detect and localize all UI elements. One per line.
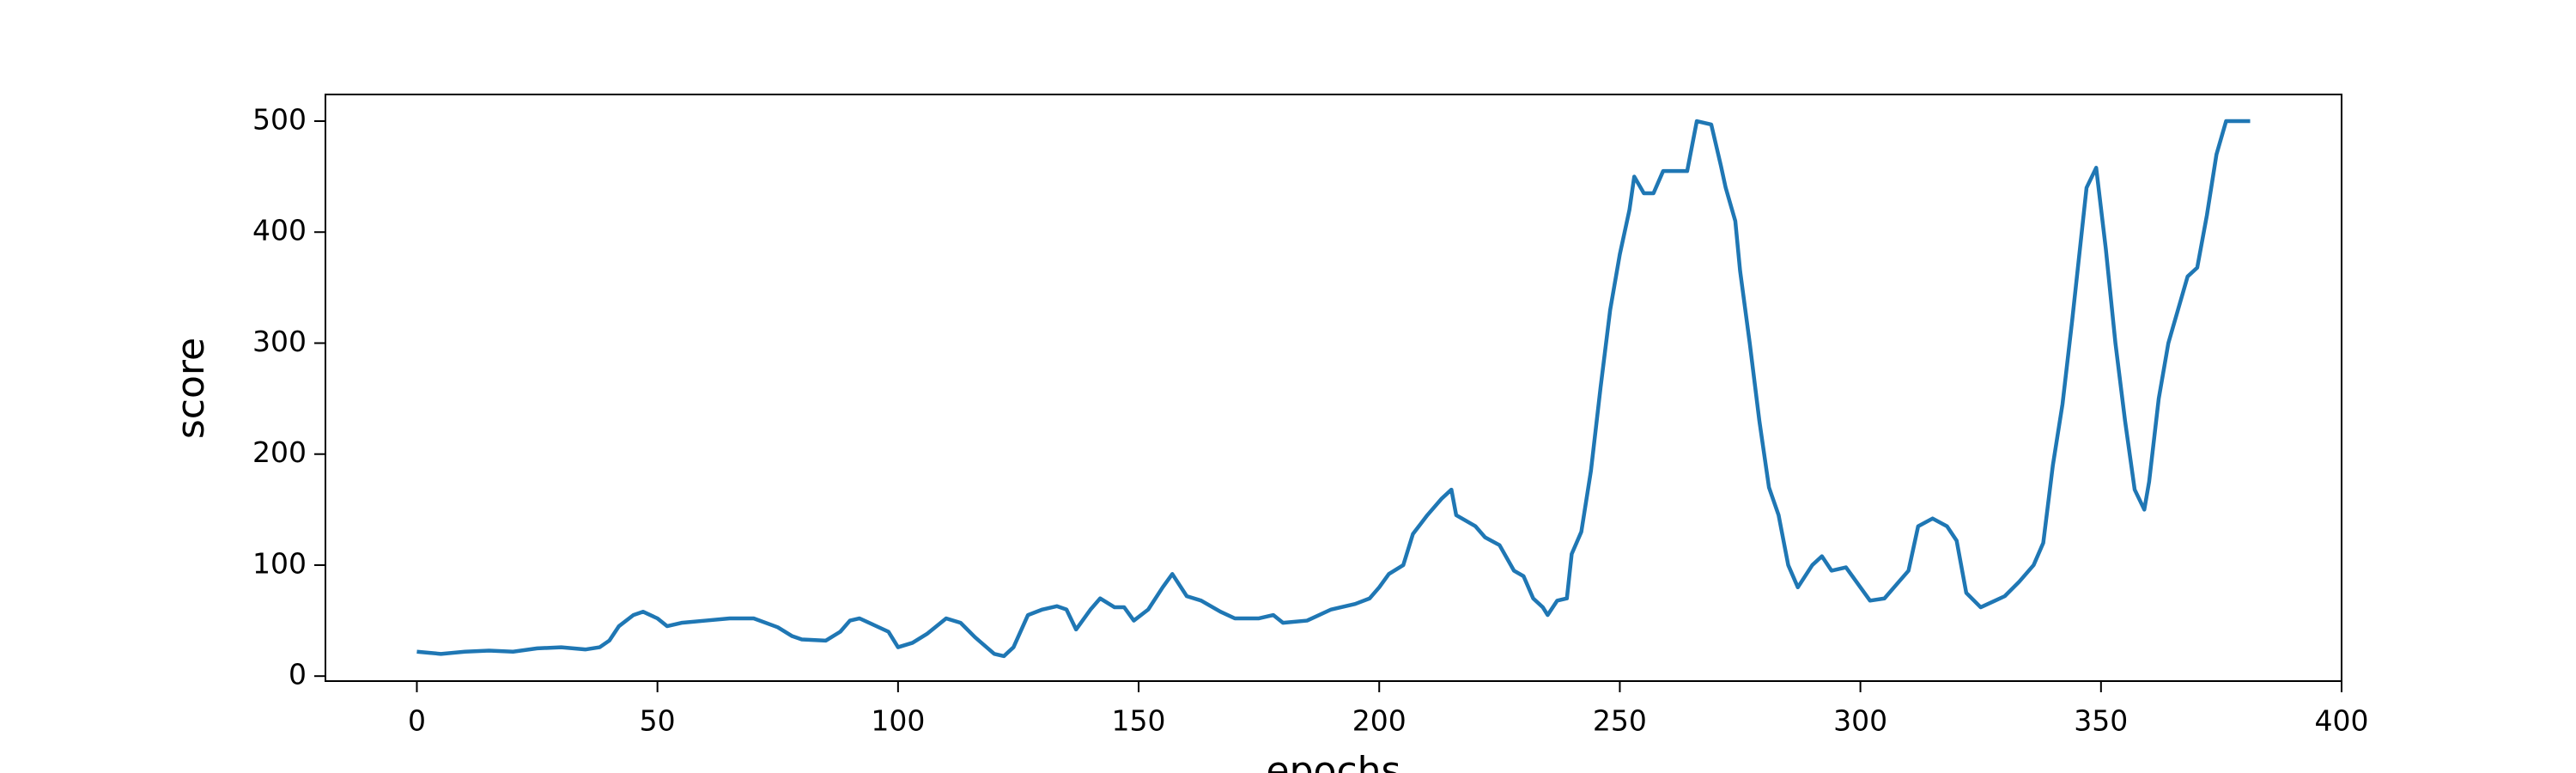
x-axis-label: epochs	[1267, 749, 1401, 773]
x-tick-label: 350	[2074, 704, 2128, 738]
x-tick-label: 50	[640, 704, 676, 738]
y-tick-label: 100	[252, 546, 307, 580]
y-tick-label: 200	[252, 435, 307, 469]
x-tick-label: 200	[1352, 704, 1406, 738]
y-tick-label: 400	[252, 214, 307, 247]
y-tick-label: 0	[289, 658, 307, 691]
x-tick-label: 250	[1593, 704, 1647, 738]
y-tick-label: 500	[252, 103, 307, 137]
plot-frame	[325, 94, 2342, 682]
x-tick-label: 100	[871, 704, 925, 738]
line-series	[416, 119, 2251, 659]
x-tick-label: 150	[1112, 704, 1166, 738]
x-tick-label: 0	[408, 704, 426, 738]
y-axis-label: score	[169, 338, 213, 439]
y-tick-label: 300	[252, 325, 307, 358]
x-tick-label: 400	[2315, 704, 2369, 738]
x-tick-label: 300	[1833, 704, 1887, 738]
